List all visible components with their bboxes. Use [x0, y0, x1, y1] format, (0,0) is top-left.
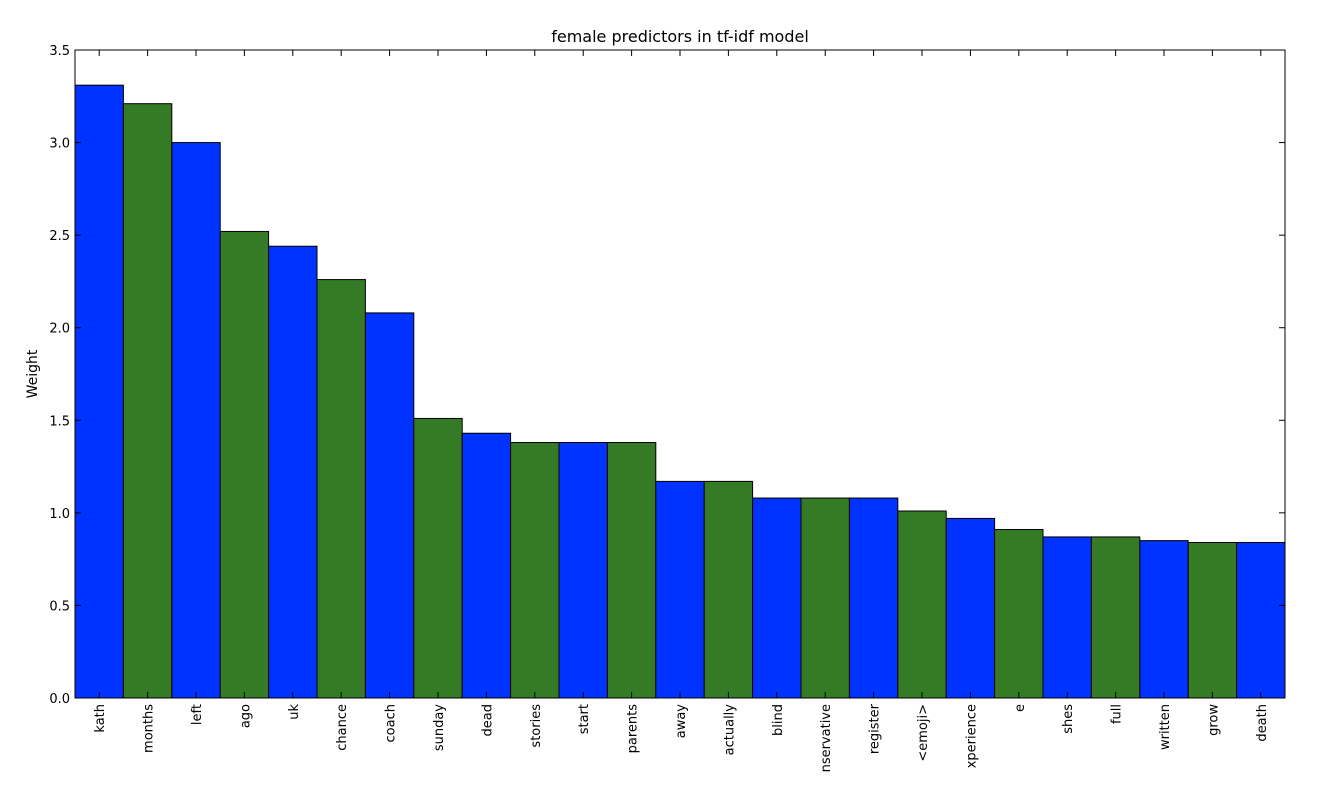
bar-19	[994, 529, 1044, 699]
x-tick-label: grow	[1206, 704, 1221, 736]
bar-22	[1139, 540, 1189, 699]
x-tick-label: coach	[384, 704, 399, 742]
bar-1	[122, 103, 173, 699]
x-tick-label: full	[1110, 704, 1125, 724]
y-tick-label: 1.0	[49, 507, 70, 522]
chart-title: female predictors in tf-idf model	[551, 27, 809, 46]
y-tick-label: 3.0	[49, 137, 70, 152]
bar-16	[848, 497, 899, 699]
x-tick-label: dead	[480, 704, 495, 736]
y-tick-label: 0.5	[49, 599, 70, 614]
x-tick-label: away	[674, 704, 689, 739]
bar-13	[703, 480, 754, 699]
bar-20	[1042, 536, 1092, 699]
x-tick-label: months	[142, 704, 157, 753]
bar-14	[752, 497, 802, 699]
bar-3	[219, 230, 270, 699]
bar-11	[606, 442, 657, 699]
y-tick-label: 3.5	[49, 44, 70, 59]
x-tick-label: left	[190, 704, 205, 725]
x-tick-label: xperience	[964, 704, 979, 768]
x-tick-label: nservative	[819, 704, 834, 772]
bar-18	[945, 517, 996, 699]
x-tick-label: uk	[287, 704, 302, 720]
y-axis-label: Weight	[25, 349, 41, 398]
x-tick-label: register	[868, 703, 883, 754]
x-tick-label: ago	[238, 704, 253, 728]
x-tick-label: actually	[722, 704, 737, 756]
y-tick-label: 2.0	[49, 322, 70, 337]
x-tick-label: chance	[335, 704, 350, 751]
bar-4	[268, 245, 318, 699]
bar-23	[1187, 541, 1238, 699]
x-tick-label: kath	[93, 704, 108, 733]
x-tick-label: shes	[1061, 704, 1076, 734]
bar-12	[655, 480, 705, 699]
bar-24	[1236, 541, 1286, 699]
bar-0	[74, 84, 124, 699]
x-tick-label: death	[1255, 704, 1270, 742]
bar-21	[1090, 536, 1141, 699]
bar-5	[316, 279, 366, 699]
x-axis: kath months left ago uk chance coach sunday dead…	[93, 50, 1270, 772]
bar-8	[461, 432, 512, 699]
bar-9	[510, 442, 560, 699]
bar-2	[171, 142, 221, 699]
y-tick-label: 1.5	[49, 414, 70, 429]
bar-17	[897, 510, 947, 699]
y-axis: 0.0 0.5 1.0 1.5 2.0 2.5 3.0 3.5	[49, 44, 1285, 707]
bar-15	[800, 497, 850, 699]
x-tick-label: <emoji>	[916, 704, 931, 762]
y-tick-label: 0.0	[49, 692, 70, 707]
bar-7	[413, 417, 463, 699]
bars-group	[74, 84, 1286, 699]
x-tick-label: e	[1013, 704, 1028, 712]
x-tick-label: sunday	[432, 704, 447, 751]
bar-10	[558, 442, 608, 699]
y-tick-label: 2.5	[49, 229, 70, 244]
bar-6	[364, 312, 415, 699]
x-tick-label: written	[1158, 704, 1173, 750]
x-tick-label: stories	[529, 704, 544, 748]
x-tick-label: parents	[626, 704, 641, 754]
x-tick-label: start	[577, 704, 592, 734]
x-tick-label: blind	[771, 704, 786, 736]
